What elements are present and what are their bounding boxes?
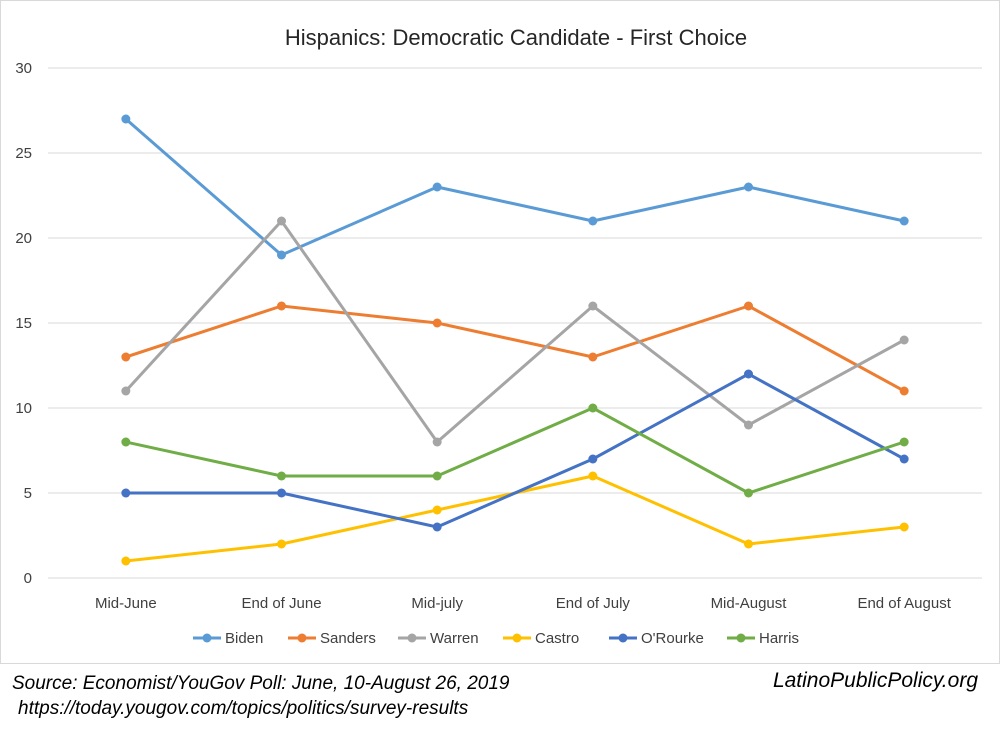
legend-item: O'Rourke: [609, 630, 704, 647]
data-point: [277, 250, 286, 260]
brand-label: LatinoPublicPolicy.org: [772, 669, 978, 692]
data-point: [121, 556, 131, 566]
data-point: [588, 301, 598, 311]
series-lines: [121, 114, 909, 566]
data-point: [899, 386, 909, 396]
data-point: [899, 454, 909, 464]
x-tick-label: Mid-June: [95, 595, 157, 612]
legend-marker: [618, 633, 628, 643]
legend-item: Castro: [503, 630, 579, 647]
data-point: [432, 471, 442, 481]
data-point: [277, 471, 286, 481]
data-point: [432, 318, 442, 328]
legend-label: Warren: [430, 630, 479, 647]
series-harris: [121, 403, 909, 498]
legend-label: O'Rourke: [641, 630, 704, 647]
source-note: Source: Economist/YouGov Poll: June, 10-…: [12, 673, 510, 694]
legend-marker: [736, 633, 746, 643]
data-point: [121, 488, 131, 498]
legend-label: Biden: [225, 630, 263, 647]
data-point: [588, 216, 598, 226]
legend: Biden Sanders Warren Castro O'Rourke Harris: [193, 630, 799, 647]
series-line: [125, 304, 905, 393]
series-line: [124, 117, 905, 257]
y-tick-label: 25: [15, 145, 32, 162]
data-point: [432, 437, 442, 447]
data-point: [744, 488, 753, 498]
series-line: [124, 219, 905, 444]
legend-label: Sanders: [320, 630, 376, 647]
data-point: [744, 369, 753, 379]
x-tick-label: Mid-August: [711, 595, 788, 612]
data-point: [744, 301, 753, 311]
legend-marker: [202, 633, 212, 643]
y-tick-label: 20: [15, 230, 32, 247]
x-axis-ticks: Mid-June End of June Mid-july End of July Mi…: [95, 595, 952, 612]
y-tick-label: 10: [15, 400, 32, 417]
data-point: [588, 403, 598, 413]
legend-item: Biden: [193, 630, 263, 647]
data-point: [899, 216, 909, 226]
legend-item: Sanders: [288, 630, 376, 647]
x-tick-label: Mid-july: [411, 595, 463, 612]
source-url: https://today.yougov.com/topics/politics…: [18, 698, 469, 719]
y-axis-ticks: 0 5 10 15 20 25 30: [15, 60, 32, 587]
series-castro: [121, 471, 909, 566]
data-point: [121, 114, 131, 124]
data-point: [899, 437, 909, 447]
data-point: [277, 488, 286, 498]
data-point: [744, 420, 753, 430]
series-line: [125, 474, 905, 563]
data-point: [277, 539, 286, 549]
series-warren: [121, 216, 909, 447]
legend-marker: [407, 633, 417, 643]
x-tick-label: End of July: [556, 595, 631, 612]
y-tick-label: 15: [15, 315, 32, 332]
data-point: [744, 182, 753, 192]
x-tick-label: End of August: [857, 595, 951, 612]
legend-label: Harris: [759, 630, 799, 647]
line-chart: Hispanics: Democratic Candidate - First …: [15, 25, 982, 647]
data-point: [121, 386, 131, 396]
series-biden: [121, 114, 909, 260]
y-tick-label: 0: [24, 570, 32, 587]
series-sanders: [121, 301, 909, 396]
data-point: [588, 454, 598, 464]
x-tick-label: End of June: [241, 595, 321, 612]
y-tick-label: 5: [24, 485, 32, 502]
data-point: [899, 522, 909, 532]
data-point: [899, 335, 909, 345]
data-point: [588, 471, 598, 481]
legend-item: Warren: [398, 630, 479, 647]
data-point: [121, 437, 131, 447]
data-point: [121, 352, 131, 362]
legend-marker: [297, 633, 307, 643]
y-tick-label: 30: [15, 60, 32, 77]
data-point: [277, 216, 286, 226]
legend-marker: [512, 633, 522, 643]
data-point: [432, 522, 442, 532]
data-point: [588, 352, 598, 362]
legend-label: Castro: [535, 630, 579, 647]
data-point: [432, 505, 442, 515]
data-point: [744, 539, 753, 549]
data-point: [432, 182, 442, 192]
chart-title: Hispanics: Democratic Candidate - First …: [285, 25, 747, 50]
series-line: [125, 372, 905, 529]
series-line: [125, 406, 905, 495]
data-point: [277, 301, 286, 311]
series-orourke: [121, 369, 909, 532]
legend-item: Harris: [727, 630, 799, 647]
